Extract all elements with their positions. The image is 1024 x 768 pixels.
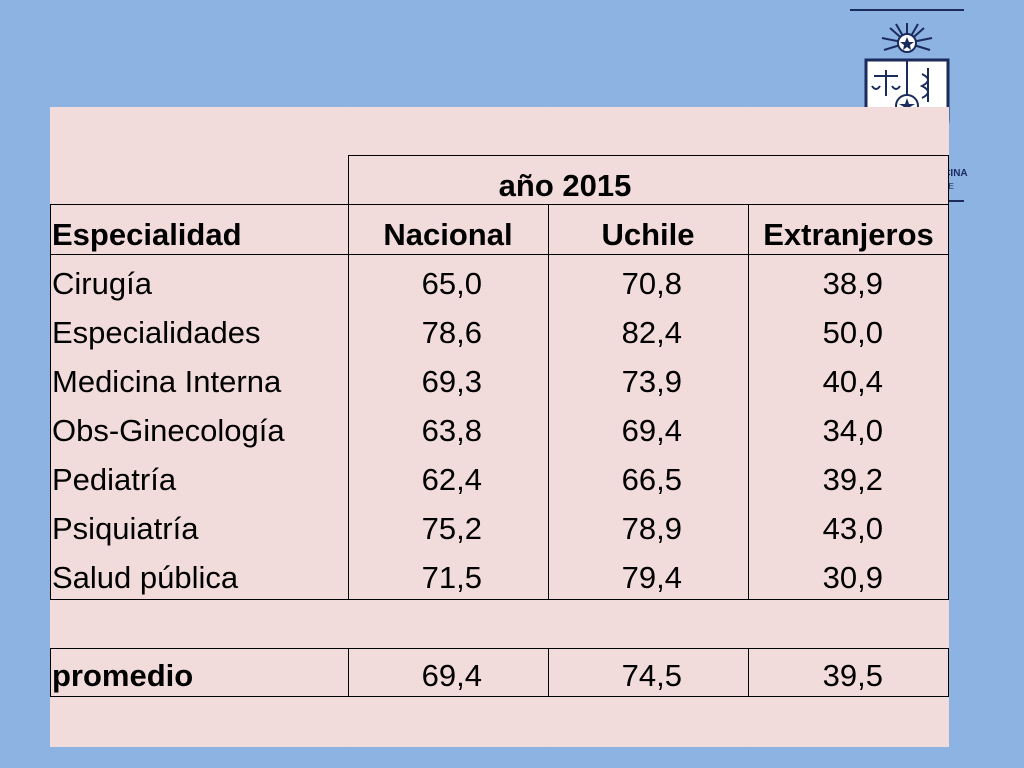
border-line — [348, 155, 349, 600]
row-extranjeros: 39,2 — [822, 462, 883, 497]
column-header-extranjeros: Extranjeros — [763, 217, 934, 252]
row-nacional: 65,0 — [421, 266, 482, 301]
row-extranjeros: 50,0 — [822, 315, 883, 350]
column-header-nacional: Nacional — [383, 217, 513, 252]
border-line — [50, 204, 51, 600]
row-extranjeros: 40,4 — [822, 364, 883, 399]
border-line — [948, 648, 949, 697]
row-nacional: 71,5 — [421, 560, 482, 595]
row-uchile: 82,4 — [621, 315, 682, 350]
border-line — [948, 155, 949, 600]
row-extranjeros: 34,0 — [822, 413, 883, 448]
row-uchile: 78,9 — [621, 511, 682, 546]
average-nacional: 69,4 — [421, 658, 482, 693]
year-header: año 2015 — [498, 168, 632, 203]
row-specialty: Medicina Interna — [52, 364, 282, 399]
row-specialty: Psiquiatría — [52, 511, 199, 546]
border-line — [348, 155, 949, 156]
average-uchile: 74,5 — [621, 658, 682, 693]
row-specialty: Especialidades — [52, 315, 261, 350]
row-specialty: Salud pública — [52, 560, 239, 595]
row-nacional: 62,4 — [421, 462, 482, 497]
row-extranjeros: 38,9 — [822, 266, 883, 301]
row-specialty: Obs-Ginecología — [52, 413, 285, 448]
border-line — [50, 648, 51, 697]
row-nacional: 78,6 — [421, 315, 482, 350]
row-nacional: 63,8 — [421, 413, 482, 448]
border-line — [50, 696, 949, 697]
row-nacional: 69,3 — [421, 364, 482, 399]
row-specialty: Cirugía — [52, 266, 152, 301]
border-line — [748, 204, 749, 600]
average-extranjeros: 39,5 — [822, 658, 883, 693]
border-line — [748, 648, 749, 697]
column-header-uchile: Uchile — [601, 217, 695, 252]
row-extranjeros: 43,0 — [822, 511, 883, 546]
row-uchile: 66,5 — [621, 462, 682, 497]
row-specialty: Pediatría — [52, 462, 177, 497]
border-line — [348, 648, 349, 697]
border-line — [50, 648, 949, 649]
border-line — [50, 599, 949, 600]
average-label: promedio — [52, 658, 194, 693]
row-uchile: 73,9 — [621, 364, 682, 399]
results-table: año 2015 Especialidad Nacional Uchile Ex… — [50, 107, 949, 747]
border-line — [50, 204, 949, 205]
row-uchile: 69,4 — [621, 413, 682, 448]
border-line — [50, 254, 949, 255]
border-line — [548, 204, 549, 600]
border-line — [548, 648, 549, 697]
column-header-especialidad: Especialidad — [52, 217, 242, 252]
row-nacional: 75,2 — [421, 511, 482, 546]
row-extranjeros: 30,9 — [822, 560, 883, 595]
row-uchile: 70,8 — [621, 266, 682, 301]
row-uchile: 79,4 — [621, 560, 682, 595]
